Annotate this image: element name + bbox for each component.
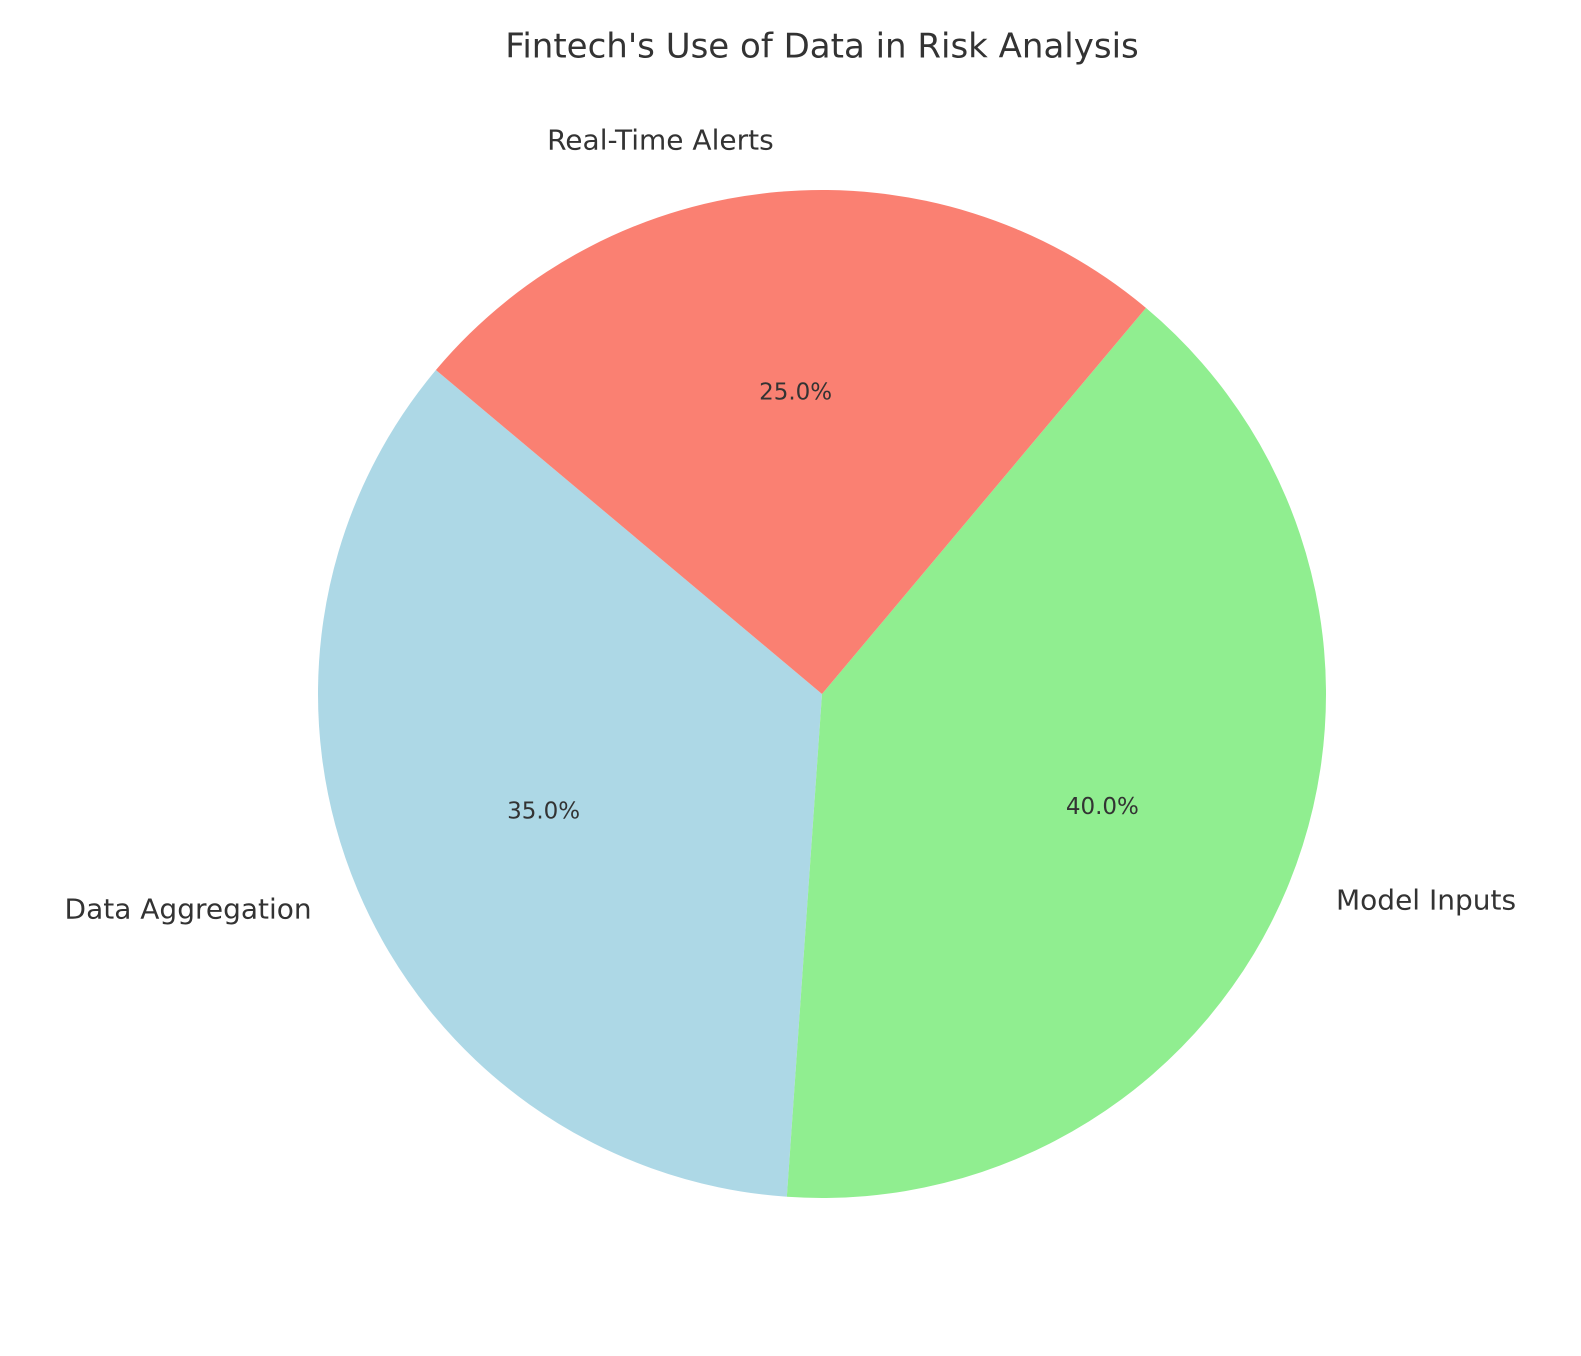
pie-slice-real-time-alerts	[435, 189, 1146, 694]
slice-label-data-aggregation: Data Aggregation	[65, 893, 312, 926]
pct-label-model-inputs: 40.0%	[1066, 794, 1139, 820]
pct-label-real-time-alerts: 25.0%	[759, 379, 832, 405]
pie-labels: 35.0% Data Aggregation 40.0% Model Inputs 25…	[65, 124, 1517, 926]
pie-slice-data-aggregation	[317, 370, 822, 1197]
pie-slices	[317, 189, 1327, 1199]
slice-label-real-time-alerts: Real-Time Alerts	[547, 124, 774, 157]
chart-title: Fintech's Use of Data in Risk Analysis	[505, 27, 1139, 67]
slice-label-model-inputs: Model Inputs	[1336, 884, 1516, 917]
pie-slice-model-inputs	[786, 307, 1327, 1199]
pct-label-data-aggregation: 35.0%	[507, 799, 580, 825]
